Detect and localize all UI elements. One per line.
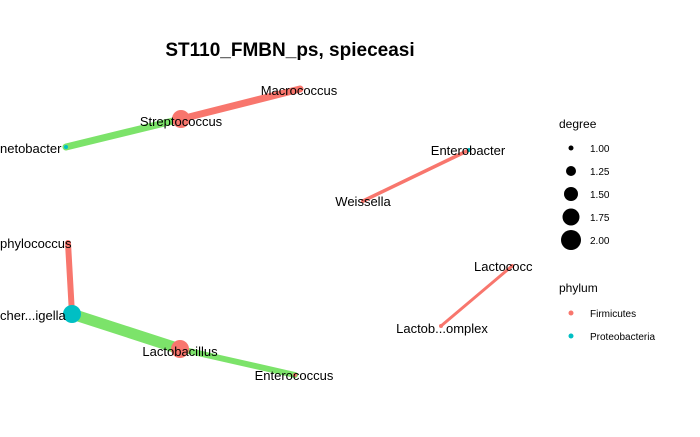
node-macrococcus bbox=[298, 87, 302, 91]
edge-lactobacillus-enterococcus bbox=[177, 346, 298, 378]
legend-phylum-label-proteobacteria: Proteobacteria bbox=[590, 332, 655, 343]
legend-phylum-title: phylum bbox=[559, 281, 598, 295]
label-acinetobacter: netobacter bbox=[0, 141, 62, 156]
node-enterococcus bbox=[293, 373, 297, 377]
legend-degree-label-2: 1.25 bbox=[590, 167, 610, 178]
node-lactobcomplex bbox=[439, 324, 443, 328]
label-escherichia: cher...igella bbox=[0, 308, 67, 323]
legend-degree-title: degree bbox=[559, 117, 597, 131]
legend-phylum-label-firmicutes: Firmicutes bbox=[590, 309, 636, 320]
legend-degree-label-5: 2.00 bbox=[590, 236, 610, 247]
legend-degree-label-3: 1.50 bbox=[590, 190, 610, 201]
nodes bbox=[63, 87, 514, 377]
node-staphylococcus bbox=[66, 241, 70, 245]
legend-phylum-symbol-firmicutes bbox=[568, 310, 574, 316]
edge-streptococcus-acinetobacter bbox=[62, 115, 185, 151]
legend-degree-symbol-4 bbox=[562, 208, 580, 226]
node-enterobacter bbox=[467, 148, 471, 152]
node-labels: Macrococcus Streptococcus netobacter Ent… bbox=[0, 83, 533, 383]
label-lactobacillus: Lactobacillus bbox=[142, 344, 218, 359]
label-enterococcus: Enterococcus bbox=[255, 368, 334, 383]
edge-enterobacter-weissella bbox=[361, 148, 471, 203]
edge-streptococcus-macrococcus bbox=[177, 85, 304, 123]
legend-degree-symbol-5 bbox=[561, 230, 581, 250]
legend-degree-symbol-3 bbox=[564, 187, 578, 201]
label-lactobcomplex: Lactob...omplex bbox=[396, 321, 488, 336]
legend-degree-label-1: 1.00 bbox=[590, 144, 610, 155]
node-lactobacillus bbox=[171, 340, 189, 358]
label-lactococcus: Lactococc bbox=[474, 259, 533, 274]
legend-degree-label-4: 1.75 bbox=[590, 213, 610, 224]
legend-degree-symbol-2 bbox=[566, 166, 576, 176]
plot-title: ST110_FMBN_ps, spieceasi bbox=[165, 40, 414, 61]
edge-staphylococcus-escherichia bbox=[65, 240, 75, 317]
node-weissella bbox=[361, 199, 365, 203]
node-acinetobacter bbox=[64, 145, 68, 149]
label-staphylococcus: phylococcus bbox=[0, 236, 72, 251]
label-macrococcus: Macrococcus bbox=[261, 83, 338, 98]
legend-phylum-symbol-proteobacteria bbox=[568, 333, 574, 339]
legend-phylum: phylum Firmicutes Proteobacteria bbox=[559, 281, 655, 343]
legend-degree: degree 1.00 1.25 1.50 1.75 2.00 bbox=[559, 117, 610, 250]
edges bbox=[62, 85, 514, 378]
label-weissella: Weissella bbox=[335, 194, 391, 209]
node-streptococcus bbox=[172, 110, 190, 128]
legend-degree-symbol-1 bbox=[568, 145, 574, 151]
label-streptococcus: Streptococcus bbox=[140, 114, 223, 129]
edge-escherichia-lactobacillus bbox=[66, 308, 186, 355]
edge-lactococcus-lactobcomplex bbox=[439, 264, 514, 328]
label-enterobacter: Enterobacter bbox=[431, 143, 506, 158]
node-escherichia bbox=[63, 305, 81, 323]
node-lactococcus bbox=[510, 264, 514, 268]
